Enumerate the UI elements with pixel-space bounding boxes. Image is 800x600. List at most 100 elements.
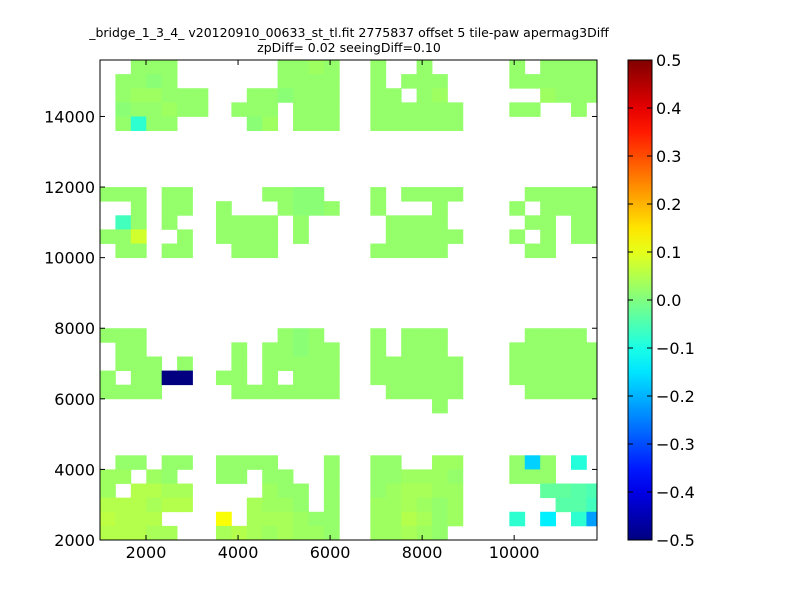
heatmap-cell [540, 384, 556, 400]
heatmap-cell [130, 483, 147, 499]
heatmap-cell [115, 243, 132, 259]
heatmap-cell [293, 116, 309, 131]
heatmap-cell [100, 525, 116, 540]
heatmap-cell [323, 511, 340, 527]
heatmap-cell [192, 102, 209, 117]
heatmap-cell [385, 384, 402, 400]
heatmap-cell [277, 469, 294, 484]
heatmap-cell [231, 342, 248, 357]
heatmap-cell [540, 511, 556, 527]
heatmap-cell [401, 243, 418, 259]
heatmap-cell [524, 243, 541, 259]
heatmap-cell [115, 74, 132, 89]
heatmap-cell [293, 187, 309, 202]
heatmap-cell [308, 116, 325, 131]
heatmap-cell [293, 328, 309, 343]
heatmap-cell [308, 384, 325, 400]
heatmap-cell [323, 370, 340, 386]
heatmap-cell [246, 525, 263, 540]
heatmap-cell [540, 229, 556, 244]
chart-subtitle: zpDiff= 0.02 seeingDiff=0.10 [257, 40, 441, 55]
y-axis: 2000 4000 6000 8000 10000 12000 14000 [44, 107, 597, 550]
heatmap-cell [231, 370, 248, 386]
colorbar-tick-label: −0.4 [656, 483, 695, 502]
heatmap-cell [540, 469, 556, 484]
heatmap-cell [524, 356, 541, 371]
heatmap-cell [447, 102, 464, 117]
heatmap-cell [540, 342, 556, 357]
heatmap-cell [540, 356, 556, 371]
heatmap-cell [524, 74, 541, 89]
heatmap-cell [177, 187, 193, 202]
heatmap-cell [146, 469, 163, 484]
heatmap-cell [401, 215, 418, 230]
colorbar-tick-label: 0.2 [656, 195, 681, 214]
heatmap-cell [246, 243, 263, 259]
heatmap-cell [555, 342, 572, 357]
heatmap-cell [570, 229, 587, 244]
heatmap-cell [115, 469, 132, 484]
heatmap-cell [293, 229, 309, 244]
heatmap-cell [385, 511, 402, 527]
colorbar-tick-label: 0.1 [656, 243, 681, 262]
heatmap-cell [100, 511, 116, 527]
colorbar-ticks: −0.5 −0.4 −0.3 −0.2 −0.1 0.0 0.1 0.2 0.3 0.4 0.5 [628, 51, 695, 550]
colorbar-tick-label: −0.3 [656, 435, 695, 454]
heatmap-cell [401, 74, 418, 89]
heatmap-cell [540, 74, 556, 89]
heatmap-cell [555, 88, 572, 103]
heatmap-cell [416, 187, 433, 202]
heatmap-cell [370, 243, 387, 259]
heatmap-cell [432, 455, 448, 470]
heatmap-cell [177, 497, 193, 513]
heatmap-cell [115, 187, 132, 202]
heatmap-cell [130, 88, 147, 103]
heatmap-cell [146, 511, 163, 527]
heatmap-cell [524, 215, 541, 230]
heatmap-cell [570, 88, 587, 103]
y-tick-label: 12000 [44, 178, 95, 197]
heatmap-cell [416, 229, 433, 244]
colorbar-tick-label: 0.4 [656, 99, 681, 118]
heatmap-cell [570, 215, 587, 230]
heatmap-cell [130, 384, 147, 400]
heatmap-cell [161, 102, 178, 117]
heatmap-cell [370, 455, 387, 470]
x-tick-label: 4000 [218, 543, 259, 562]
heatmap-cell [447, 229, 464, 244]
heatmap-cell [432, 384, 448, 400]
heatmap-cell [161, 243, 178, 259]
heatmap-cell [262, 455, 279, 470]
heatmap-cell [370, 469, 387, 484]
heatmap-cell [177, 370, 193, 386]
heatmap-cell [416, 88, 433, 103]
heatmap-cell [447, 511, 464, 527]
heatmap-cell [509, 356, 526, 371]
heatmap-cell [100, 328, 116, 343]
heatmap-cell [385, 116, 402, 131]
heatmap-cell [432, 187, 448, 202]
x-tick-label: 8000 [402, 543, 443, 562]
heatmap-cell [570, 187, 587, 202]
heatmap-cell [432, 88, 448, 103]
heatmap-cell [586, 60, 597, 75]
heatmap-cell [115, 342, 132, 357]
heatmap-cell [161, 525, 178, 540]
heatmap-cell [262, 469, 279, 484]
heatmap-cell [215, 525, 232, 540]
heatmap-cell [524, 455, 541, 470]
heatmap-cell [524, 384, 541, 400]
heatmap-cell [540, 88, 556, 103]
heatmap-cell [146, 384, 163, 400]
heatmap-cell [293, 356, 309, 371]
heatmap-cell [416, 356, 433, 371]
heatmap-cell [177, 88, 193, 103]
heatmap-cell [385, 455, 402, 470]
heatmap-cell [177, 229, 193, 244]
heatmap-cell [262, 483, 279, 499]
heatmap-cell [115, 88, 132, 103]
heatmap-cell [416, 215, 433, 230]
heatmap-cell [293, 384, 309, 400]
heatmap-cell [432, 483, 448, 499]
heatmap-cell [416, 469, 433, 484]
